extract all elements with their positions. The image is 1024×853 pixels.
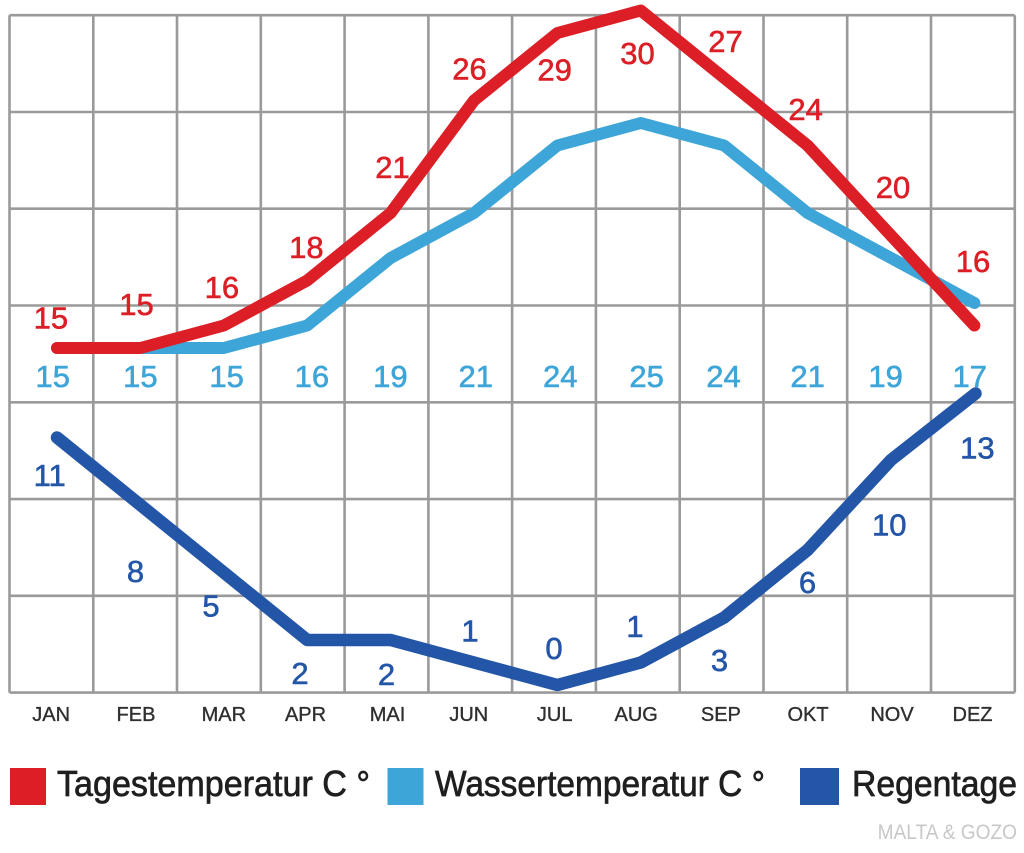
svg-text:16: 16 [205,270,239,305]
svg-text:3: 3 [711,643,728,678]
svg-text:AUG: AUG [615,704,658,726]
svg-text:15: 15 [123,359,157,394]
svg-text:15: 15 [35,359,69,394]
svg-text:JUN: JUN [449,704,488,726]
svg-text:SEP: SEP [701,704,741,726]
svg-text:19: 19 [373,359,407,394]
svg-text:MAR: MAR [202,704,246,726]
svg-text:16: 16 [956,244,990,279]
svg-text:21: 21 [375,150,409,185]
svg-text:13: 13 [960,431,994,466]
svg-text:18: 18 [289,230,323,265]
svg-text:Regentage: Regentage [852,763,1017,804]
svg-text:OKT: OKT [787,704,828,726]
svg-text:2: 2 [378,657,395,692]
svg-text:FEB: FEB [117,704,156,726]
svg-text:15: 15 [34,301,68,336]
svg-text:19: 19 [868,359,902,394]
svg-text:JUL: JUL [537,704,573,726]
svg-text:11: 11 [34,458,66,493]
svg-text:21: 21 [790,359,824,394]
svg-text:APR: APR [285,704,326,726]
svg-text:24: 24 [706,359,740,394]
svg-text:0: 0 [545,631,562,666]
svg-text:25: 25 [629,359,663,394]
svg-text:Wassertemperatur C °: Wassertemperatur C ° [435,763,765,804]
svg-text:2: 2 [291,656,308,691]
svg-text:JAN: JAN [32,704,70,726]
svg-text:27: 27 [708,24,742,59]
svg-text:NOV: NOV [870,704,914,726]
svg-text:24: 24 [788,92,822,127]
svg-text:29: 29 [537,52,571,87]
svg-text:DEZ: DEZ [953,704,993,726]
svg-text:6: 6 [799,565,816,600]
svg-text:1: 1 [626,609,643,644]
svg-text:15: 15 [209,359,243,394]
svg-text:8: 8 [127,554,144,589]
svg-text:26: 26 [452,52,486,87]
svg-text:17: 17 [952,359,986,394]
svg-text:30: 30 [620,36,654,71]
svg-text:20: 20 [876,170,910,205]
svg-text:Tagestemperatur C °: Tagestemperatur C ° [57,763,370,804]
svg-text:MALTA & GOZO: MALTA & GOZO [878,821,1017,844]
svg-text:21: 21 [459,359,493,394]
svg-text:15: 15 [119,287,153,322]
svg-text:16: 16 [295,359,329,394]
svg-text:MAI: MAI [370,704,406,726]
svg-text:10: 10 [872,508,906,543]
svg-text:24: 24 [543,359,577,394]
svg-text:5: 5 [202,589,219,624]
svg-text:1: 1 [461,614,478,649]
